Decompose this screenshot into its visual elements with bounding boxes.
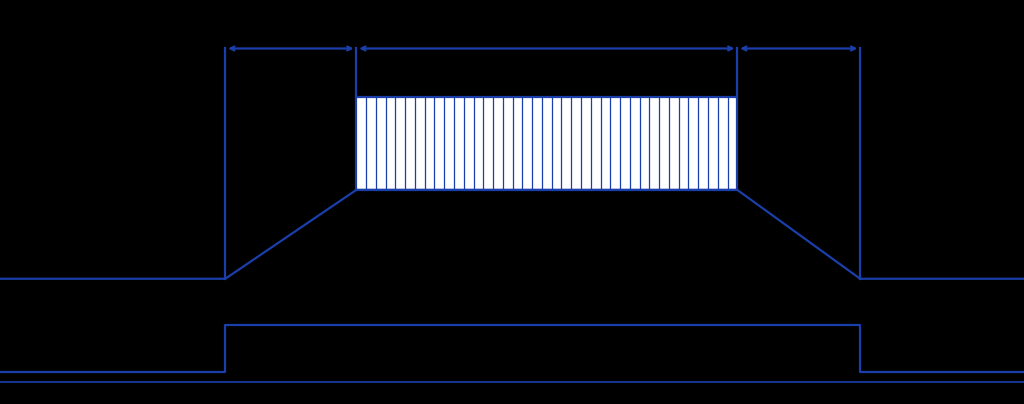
Bar [356,97,737,190]
